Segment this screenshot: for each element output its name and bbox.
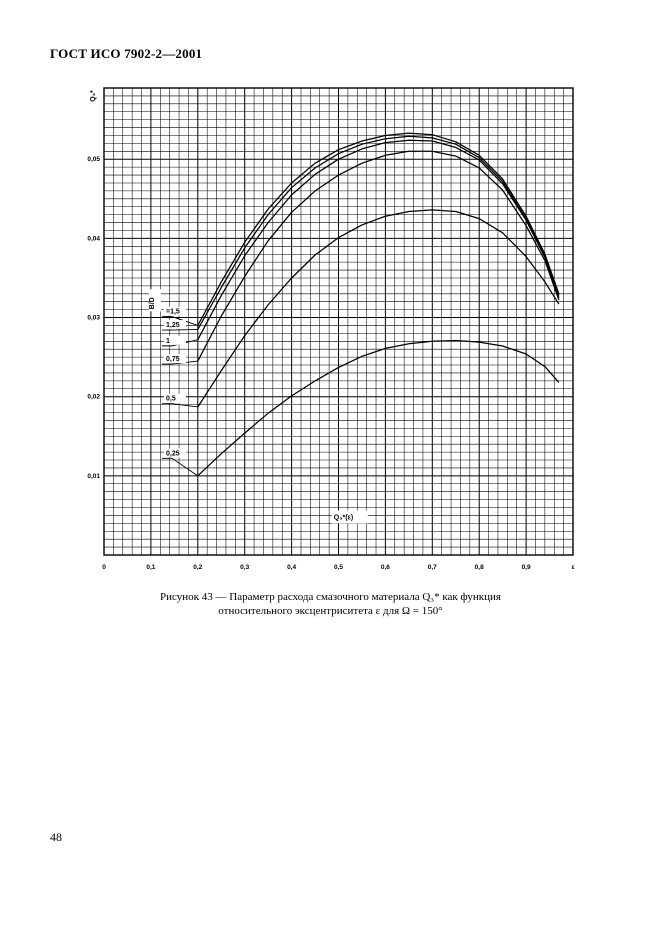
- x-tick-label: 0,5: [334, 564, 343, 571]
- chart-labels: 0 0,1 0,2 0,3 0,4 0,5 0,6 0,7 0,8 0,9 ε 0,01 0,02 0,0…: [87, 90, 574, 571]
- plot-frame: [103, 87, 574, 556]
- series-leader-line: [162, 360, 198, 365]
- y-axis-label: Q₃*: [90, 90, 97, 102]
- series-label-background: [164, 354, 186, 364]
- y-tick-label: 0,02: [87, 394, 100, 401]
- series-label-background: [164, 335, 186, 345]
- q3-vs-eccentricity-chart: 0 0,1 0,2 0,3 0,4 0,5 0,6 0,7 0,8 0,9 ε 0,01 0,02 0,0…: [87, 87, 575, 571]
- inline-label-background: [331, 510, 368, 524]
- x-tick-label: 0,6: [381, 564, 390, 571]
- series-leader-line: [162, 339, 198, 347]
- x-tick-label: 0,1: [146, 564, 155, 571]
- series-line: [197, 139, 560, 340]
- legend-title-background: [149, 289, 161, 312]
- page-number: 48: [50, 830, 62, 844]
- figure-caption-line-2: относительного эксцентриситета ε для Ω =…: [218, 605, 443, 617]
- x-tick-label: 0,3: [240, 564, 249, 571]
- legend-title: B/D: [149, 297, 156, 309]
- y-tick-label: 0,05: [87, 156, 100, 163]
- series-label-background: [164, 393, 186, 403]
- figure-caption-line-1: Рисунок 43 — Параметр расхода смазочного…: [160, 591, 501, 603]
- series-line: [197, 135, 560, 330]
- x-tick-label: 0,2: [193, 564, 202, 571]
- series-label-background: [164, 306, 186, 316]
- y-tick-label: 0,04: [87, 235, 100, 242]
- series-label: 0,25: [166, 450, 180, 457]
- chart-series: [162, 132, 560, 477]
- y-tick-label: 0,01: [87, 473, 100, 480]
- chart-frame: [103, 87, 574, 556]
- series-label: 1,25: [166, 322, 180, 329]
- inline-chart-label: Q₃*(ε): [334, 514, 353, 521]
- series-leader-line: [162, 328, 198, 331]
- series-leader-line: [162, 316, 198, 326]
- x-tick-label: 0,8: [475, 564, 484, 571]
- series-label: =1,5: [166, 309, 180, 316]
- x-tick-label: 0,4: [287, 564, 296, 571]
- x-tick-label: 0,9: [522, 564, 531, 571]
- series-line: [197, 209, 560, 408]
- x-tick-label: 0,7: [428, 564, 437, 571]
- x-tick-label: 0: [102, 564, 106, 571]
- series-label: 0,75: [166, 356, 180, 363]
- series-label: 0,5: [166, 396, 176, 403]
- series-line: [197, 150, 560, 362]
- series-line: [197, 339, 560, 477]
- document-header: ГОСТ ИСО 7902-2—2001: [50, 46, 203, 61]
- series-line: [197, 132, 560, 326]
- series-leader-line: [162, 403, 198, 408]
- y-tick-label: 0,03: [87, 315, 100, 322]
- series-label: 1: [166, 338, 170, 345]
- x-tick-label: ε: [571, 564, 574, 571]
- series-label-background: [164, 320, 186, 330]
- series-label-background: [164, 448, 186, 458]
- series-leader-line: [162, 457, 199, 477]
